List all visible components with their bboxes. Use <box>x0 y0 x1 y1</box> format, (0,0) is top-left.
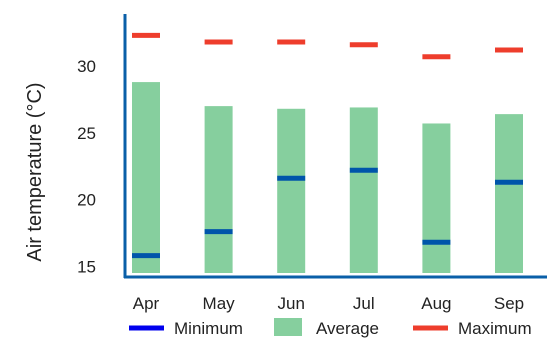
average-legend-label: Average <box>316 319 379 338</box>
average-legend-swatch <box>274 318 302 336</box>
average-bar-jun <box>277 108 306 273</box>
y-tick-label-25: 25 <box>77 124 96 143</box>
minimum-legend-label: Minimum <box>174 319 243 338</box>
x-tick-label-aug: Aug <box>421 294 451 313</box>
y-tick-label-30: 30 <box>77 57 96 76</box>
x-tick-label-jul: Jul <box>353 294 375 313</box>
y-axis-label: Air temperature (°C) <box>24 82 46 261</box>
x-tick-label-jun: Jun <box>277 294 304 313</box>
average-bar-sep <box>495 114 523 274</box>
x-tick-label-may: May <box>203 294 236 313</box>
average-bar-may <box>204 106 233 273</box>
y-tick-label-15: 15 <box>77 257 96 276</box>
average-bar-jul <box>349 107 378 273</box>
average-bar-aug <box>422 123 451 274</box>
average-bars <box>132 82 523 274</box>
x-tick-label-apr: Apr <box>133 294 160 313</box>
y-tick-labels: 15 20 25 30 <box>77 57 96 276</box>
legend: Minimum Average Maximum <box>129 318 532 338</box>
y-tick-label-20: 20 <box>77 191 96 210</box>
x-tick-labels: Apr May Jun Jul Aug Sep <box>133 294 524 313</box>
axes <box>123 14 547 279</box>
min-max-markers <box>132 32 523 259</box>
x-tick-label-sep: Sep <box>494 294 524 313</box>
maximum-legend-label: Maximum <box>458 319 532 338</box>
average-bar-apr <box>132 82 160 273</box>
